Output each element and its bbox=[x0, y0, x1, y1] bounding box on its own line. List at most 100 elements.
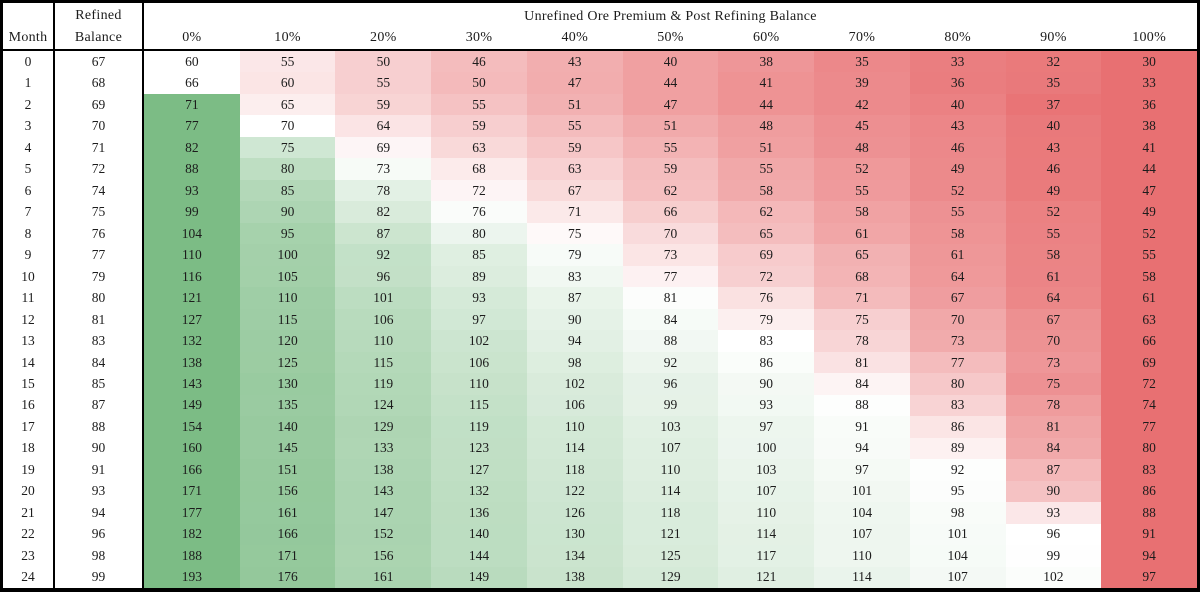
value-cell: 90 bbox=[718, 373, 815, 395]
table-row: 6 74 93 85 78 72 67 62 58 55 52 49 47 bbox=[3, 179, 1197, 202]
value-cell: 98 bbox=[909, 502, 1006, 524]
value-cell: 76 bbox=[431, 201, 527, 223]
value-cell: 68 bbox=[814, 265, 910, 288]
month-cell: 1 bbox=[3, 72, 55, 94]
value-cell: 49 bbox=[1005, 179, 1102, 202]
value-cell: 52 bbox=[1101, 222, 1197, 245]
value-cell: 62 bbox=[718, 201, 815, 223]
value-cell: 121 bbox=[622, 523, 719, 546]
value-cell: 106 bbox=[431, 351, 527, 374]
value-cell: 129 bbox=[335, 416, 432, 438]
value-cell: 55 bbox=[622, 136, 719, 159]
value-cell: 83 bbox=[1101, 459, 1197, 481]
value-cell: 160 bbox=[144, 437, 240, 460]
table-row: 4 71 82 75 69 63 59 55 51 48 46 43 41 bbox=[3, 136, 1197, 159]
refined-balance-cell: 85 bbox=[55, 373, 144, 395]
value-cell: 105 bbox=[239, 265, 336, 288]
value-cell: 58 bbox=[718, 179, 815, 202]
value-cell: 70 bbox=[622, 222, 719, 245]
month-cell: 9 bbox=[3, 244, 55, 266]
value-cell: 38 bbox=[1101, 115, 1197, 137]
value-cell: 80 bbox=[239, 158, 336, 180]
value-cell: 114 bbox=[622, 480, 719, 503]
refined-balance-cell: 70 bbox=[55, 115, 144, 137]
refined-balance-cell: 93 bbox=[55, 480, 144, 503]
value-cell: 156 bbox=[239, 480, 336, 503]
value-cell: 75 bbox=[814, 308, 910, 331]
table-header: Month Refined Balance Unrefined Ore Prem… bbox=[3, 3, 1197, 51]
value-cell: 79 bbox=[718, 308, 815, 331]
refined-balance-cell: 83 bbox=[55, 330, 144, 352]
refined-balance-cell: 67 bbox=[55, 51, 144, 73]
table-row: 20 93 171 156 143 132 122 114 107 101 95 90 86 bbox=[3, 480, 1197, 503]
value-cell: 70 bbox=[239, 115, 336, 137]
value-cell: 87 bbox=[1005, 459, 1102, 481]
value-cell: 147 bbox=[335, 502, 432, 524]
column-header: 50% bbox=[657, 30, 684, 45]
month-cell: 7 bbox=[3, 201, 55, 223]
value-cell: 130 bbox=[526, 523, 623, 546]
column-header: 0% bbox=[182, 30, 202, 45]
value-cell: 117 bbox=[718, 545, 815, 567]
value-cell: 71 bbox=[814, 287, 910, 309]
value-cell: 65 bbox=[718, 222, 815, 245]
value-cell: 94 bbox=[526, 330, 623, 352]
value-cell: 125 bbox=[239, 351, 336, 374]
value-cell: 77 bbox=[622, 265, 719, 288]
value-cell: 51 bbox=[622, 115, 719, 137]
value-cell: 60 bbox=[239, 72, 336, 94]
month-cell: 22 bbox=[3, 523, 55, 546]
column-header-month: Month bbox=[3, 3, 55, 49]
value-cell: 152 bbox=[335, 523, 432, 546]
value-cell: 171 bbox=[239, 545, 336, 567]
value-cell: 97 bbox=[718, 416, 815, 438]
value-cell: 122 bbox=[526, 480, 623, 503]
value-cell: 84 bbox=[814, 373, 910, 395]
value-cell: 90 bbox=[526, 308, 623, 331]
table-row: 2 69 71 65 59 55 51 47 44 42 40 37 36 bbox=[3, 93, 1197, 116]
value-cell: 89 bbox=[431, 265, 527, 288]
value-cell: 138 bbox=[335, 459, 432, 481]
value-cell: 110 bbox=[335, 330, 432, 352]
value-cell: 63 bbox=[431, 136, 527, 159]
month-cell: 19 bbox=[3, 459, 55, 481]
month-cell: 16 bbox=[3, 394, 55, 417]
value-cell: 47 bbox=[1101, 179, 1197, 202]
value-cell: 176 bbox=[239, 566, 336, 589]
value-cell: 92 bbox=[909, 459, 1006, 481]
value-cell: 90 bbox=[1005, 480, 1102, 503]
value-cell: 99 bbox=[622, 394, 719, 417]
value-cell: 134 bbox=[526, 545, 623, 567]
value-cell: 39 bbox=[814, 72, 910, 94]
value-cell: 61 bbox=[1101, 287, 1197, 309]
refined-balance-cell: 68 bbox=[55, 72, 144, 94]
value-cell: 50 bbox=[431, 72, 527, 94]
value-cell: 49 bbox=[909, 158, 1006, 180]
value-cell: 140 bbox=[239, 416, 336, 438]
value-cell: 61 bbox=[909, 244, 1006, 266]
value-cell: 69 bbox=[335, 136, 432, 159]
value-cell: 32 bbox=[1005, 51, 1102, 73]
month-cell: 24 bbox=[3, 566, 55, 589]
value-cell: 121 bbox=[144, 287, 240, 309]
value-cell: 107 bbox=[622, 437, 719, 460]
value-cell: 55 bbox=[335, 72, 432, 94]
value-cell: 114 bbox=[814, 566, 910, 589]
value-cell: 36 bbox=[909, 72, 1006, 94]
value-cell: 188 bbox=[144, 545, 240, 567]
value-cell: 100 bbox=[718, 437, 815, 460]
month-cell: 11 bbox=[3, 287, 55, 309]
value-cell: 59 bbox=[431, 115, 527, 137]
value-cell: 58 bbox=[909, 222, 1006, 245]
value-cell: 102 bbox=[1005, 566, 1102, 589]
value-cell: 71 bbox=[144, 93, 240, 116]
value-cell: 154 bbox=[144, 416, 240, 438]
value-cell: 126 bbox=[526, 502, 623, 524]
value-cell: 114 bbox=[526, 437, 623, 460]
value-cell: 40 bbox=[909, 93, 1006, 116]
refined-balance-cell: 91 bbox=[55, 459, 144, 481]
value-cell: 116 bbox=[144, 265, 240, 288]
value-cell: 48 bbox=[718, 115, 815, 137]
table-row: 19 91 166 151 138 127 118 110 103 97 92 87 83 bbox=[3, 459, 1197, 481]
value-cell: 156 bbox=[335, 545, 432, 567]
